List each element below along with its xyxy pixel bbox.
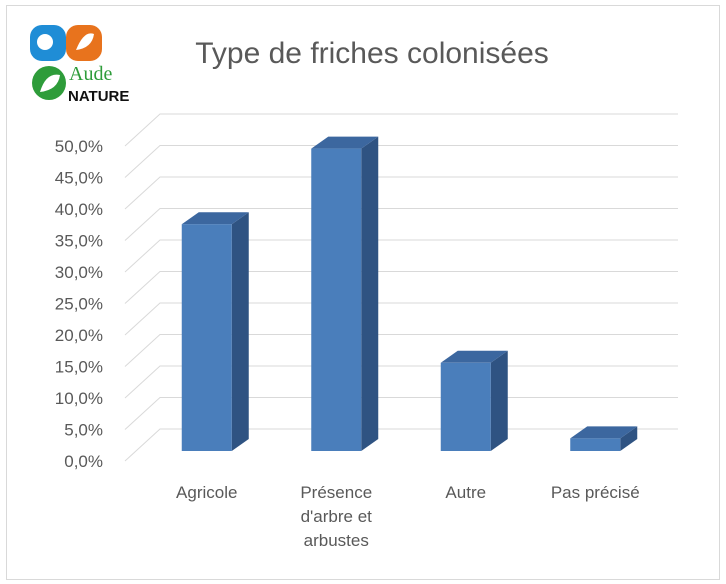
y-tick-label: 5,0% <box>64 421 103 440</box>
bar <box>570 426 638 451</box>
grid-line <box>124 271 678 304</box>
bar-top <box>570 426 638 439</box>
y-tick-label: 25,0% <box>55 295 103 314</box>
bar-top <box>440 350 508 363</box>
bar-side <box>490 350 508 451</box>
grid-line <box>124 145 678 178</box>
x-tick-label: Autre <box>445 483 487 502</box>
logo-text: Aude <box>69 63 112 85</box>
bar-front <box>440 362 491 451</box>
bar <box>181 212 249 451</box>
y-tick-label: 40,0% <box>55 200 103 219</box>
logo-green-leaf <box>40 74 60 92</box>
bar-front <box>311 148 362 451</box>
logo-text: NATURE <box>68 88 129 105</box>
bar-side <box>231 212 249 451</box>
y-tick-label: 10,0% <box>55 389 103 408</box>
grid-line <box>124 239 678 273</box>
logo: Aude NATURE <box>30 25 129 105</box>
x-tick-label: Agricole <box>176 483 238 502</box>
bar-top <box>181 212 249 225</box>
grid-line <box>124 176 678 210</box>
chart-title: Type de friches colonisées <box>195 37 549 70</box>
y-tick-label: 30,0% <box>55 263 103 282</box>
y-tick-label: 20,0% <box>55 326 103 345</box>
logo-bird-head <box>37 34 53 50</box>
y-tick-label: 0,0% <box>64 452 103 471</box>
y-tick-label: 50,0% <box>55 137 103 156</box>
bar-front <box>570 438 621 451</box>
y-tick-label: 15,0% <box>55 358 103 377</box>
y-tick-label: 35,0% <box>55 232 103 251</box>
bar <box>311 136 379 451</box>
logo-leaf <box>76 33 94 50</box>
grid-line <box>124 334 678 367</box>
grid-line <box>124 113 678 147</box>
grid-line <box>124 208 678 241</box>
bar-side <box>361 136 379 451</box>
bar-front <box>181 224 232 451</box>
bar-side <box>620 426 638 451</box>
y-tick-label: 45,0% <box>55 169 103 188</box>
bar <box>440 350 508 451</box>
x-tick-label: Présence d'arbre et arbustes <box>300 483 373 550</box>
x-tick-label: Pas précisé <box>550 483 640 502</box>
bar-top <box>311 136 379 149</box>
grid-line <box>124 302 678 336</box>
